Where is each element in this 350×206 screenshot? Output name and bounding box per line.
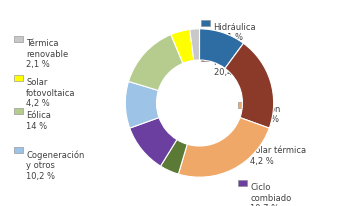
Wedge shape <box>178 118 269 177</box>
Wedge shape <box>171 29 194 63</box>
Wedge shape <box>190 29 200 60</box>
Text: Hidráulica
10,1 %: Hidráulica 10,1 % <box>214 23 256 42</box>
FancyBboxPatch shape <box>14 147 23 153</box>
Text: Ciclo
combiado
10,7 %: Ciclo combiado 10,7 % <box>250 183 292 206</box>
FancyBboxPatch shape <box>238 102 247 108</box>
Wedge shape <box>225 43 274 128</box>
Wedge shape <box>130 118 177 166</box>
Text: Térmica
renovable
2,1 %: Térmica renovable 2,1 % <box>26 39 69 69</box>
Text: Solar
fotovoltaica
4,2 %: Solar fotovoltaica 4,2 % <box>26 78 76 108</box>
Wedge shape <box>125 81 159 128</box>
Text: Carbón
24,1 %: Carbón 24,1 % <box>250 105 281 124</box>
Text: Cogeneración
y otros
10,2 %: Cogeneración y otros 10,2 % <box>26 150 85 181</box>
FancyBboxPatch shape <box>201 55 210 61</box>
Wedge shape <box>128 35 183 90</box>
FancyBboxPatch shape <box>14 36 23 42</box>
Text: Solar térmica
4,2 %: Solar térmica 4,2 % <box>250 146 306 166</box>
Wedge shape <box>199 29 244 68</box>
Wedge shape <box>161 140 187 174</box>
FancyBboxPatch shape <box>201 20 210 26</box>
Text: Eólica
14 %: Eólica 14 % <box>26 111 51 131</box>
FancyBboxPatch shape <box>238 180 247 186</box>
Text: Nuclear
20,4 %: Nuclear 20,4 % <box>214 58 246 77</box>
FancyBboxPatch shape <box>14 75 23 81</box>
FancyBboxPatch shape <box>238 143 247 149</box>
FancyBboxPatch shape <box>14 108 23 114</box>
